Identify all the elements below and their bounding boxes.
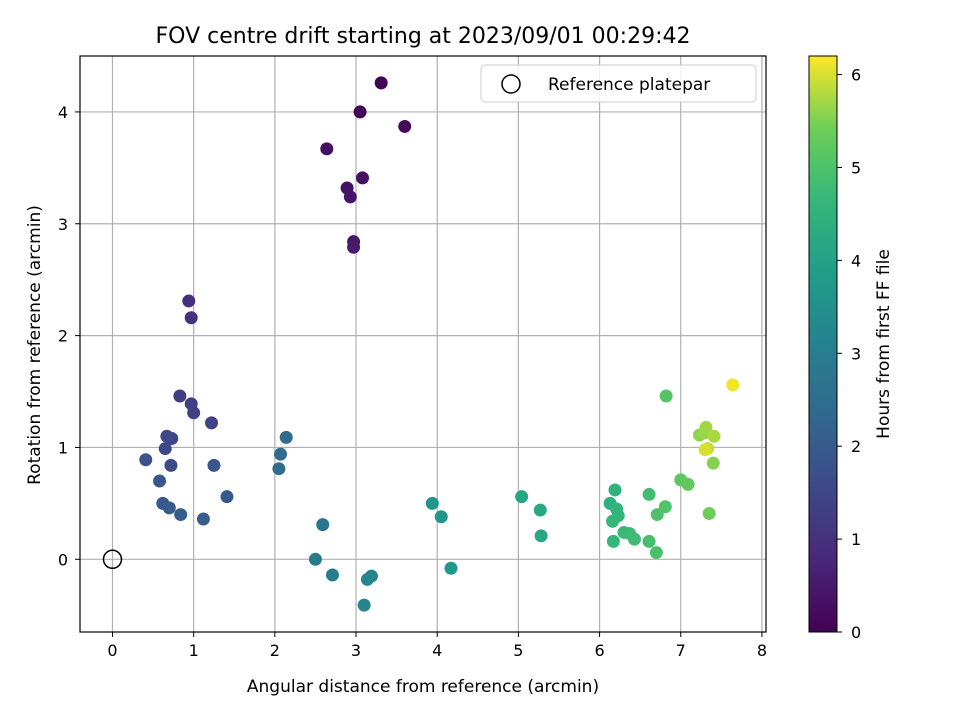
data-point: [425, 496, 439, 510]
data-point: [173, 389, 187, 403]
data-point: [356, 171, 370, 185]
data-point: [608, 483, 622, 497]
colorbar-tick-label: 1: [851, 530, 861, 549]
data-point: [434, 510, 448, 524]
data-point: [659, 389, 673, 403]
data-point: [347, 240, 361, 254]
data-point: [308, 552, 322, 566]
colorbar: 0 1 2 3 4 5 6: [808, 55, 861, 642]
legend-label-reference: Reference platepar: [548, 75, 710, 95]
x-tick-label: 3: [351, 641, 361, 660]
data-point: [698, 443, 712, 457]
data-point: [272, 462, 286, 476]
data-point: [187, 406, 201, 420]
data-point: [360, 572, 374, 586]
data-point: [606, 534, 620, 548]
x-tick-label: 7: [676, 641, 686, 660]
reference-platepar-marker: [102, 549, 123, 570]
data-point: [658, 500, 672, 514]
data-point: [196, 512, 210, 526]
x-tick-label: 8: [757, 641, 767, 660]
data-point: [320, 142, 334, 156]
x-tick-label: 0: [107, 641, 117, 660]
colorbar-gradient: [808, 55, 838, 633]
y-tick-label: 4: [58, 103, 68, 122]
data-point: [649, 546, 663, 560]
data-point: [343, 190, 357, 204]
data-point: [699, 420, 713, 434]
data-point: [139, 453, 153, 467]
data-point: [681, 477, 695, 491]
data-point: [325, 568, 339, 582]
data-point: [274, 447, 288, 461]
colorbar-tick-label: 2: [851, 437, 861, 456]
y-tick-label: 1: [58, 438, 68, 457]
data-point: [642, 487, 656, 501]
data-point: [160, 429, 174, 443]
axes-frame: [79, 55, 767, 633]
y-tick-label: 2: [58, 327, 68, 346]
legend: Reference platepar: [480, 64, 757, 103]
data-point: [534, 529, 548, 543]
data-point: [182, 294, 196, 308]
data-point: [444, 561, 458, 575]
x-tick-label: 5: [513, 641, 523, 660]
x-tick-label: 1: [189, 641, 199, 660]
data-point: [702, 506, 716, 520]
x-axis-label: Angular distance from reference (arcmin): [247, 677, 599, 697]
data-point: [164, 458, 178, 472]
chart-title: FOV centre drift starting at 2023/09/01 …: [156, 24, 691, 49]
data-point: [153, 474, 167, 488]
legend-box: [480, 64, 757, 103]
y-tick-label: 3: [58, 215, 68, 234]
x-tick-label: 2: [270, 641, 280, 660]
y-axis-label: Rotation from reference (arcmin): [25, 205, 45, 485]
colorbar-tick-label: 4: [851, 251, 861, 270]
x-tick-label: 6: [594, 641, 604, 660]
data-point: [650, 508, 664, 522]
data-point: [606, 514, 620, 528]
x-tick-label: 4: [432, 641, 442, 660]
data-point: [220, 490, 234, 504]
data-point: [207, 458, 221, 472]
legend-marker-reference: [501, 74, 521, 94]
data-point: [707, 429, 721, 443]
data-point: [627, 532, 641, 546]
colorbar-tick-label: 0: [851, 623, 861, 642]
data-point: [316, 518, 330, 532]
data-point: [184, 311, 198, 325]
data-point: [158, 442, 172, 456]
colorbar-tick-label: 6: [851, 66, 861, 85]
data-point: [357, 598, 371, 612]
data-point: [726, 378, 740, 392]
data-point: [533, 503, 547, 517]
data-point: [279, 430, 293, 444]
colorbar-label: Hours from first FF file: [874, 249, 894, 439]
data-point: [174, 508, 188, 522]
data-point: [205, 416, 219, 430]
data-point: [398, 119, 412, 133]
data-point: [642, 534, 656, 548]
data-point: [515, 490, 529, 504]
y-tick-label: 0: [58, 550, 68, 569]
data-point: [162, 501, 176, 515]
plot-area: 0 1 2 3 4 5 6 7 8 0 1 2 3 4: [58, 55, 767, 660]
colorbar-tick-label: 3: [851, 344, 861, 363]
data-point: [374, 76, 388, 90]
data-point: [353, 105, 367, 119]
data-point: [706, 456, 720, 470]
colorbar-tick-label: 5: [851, 158, 861, 177]
